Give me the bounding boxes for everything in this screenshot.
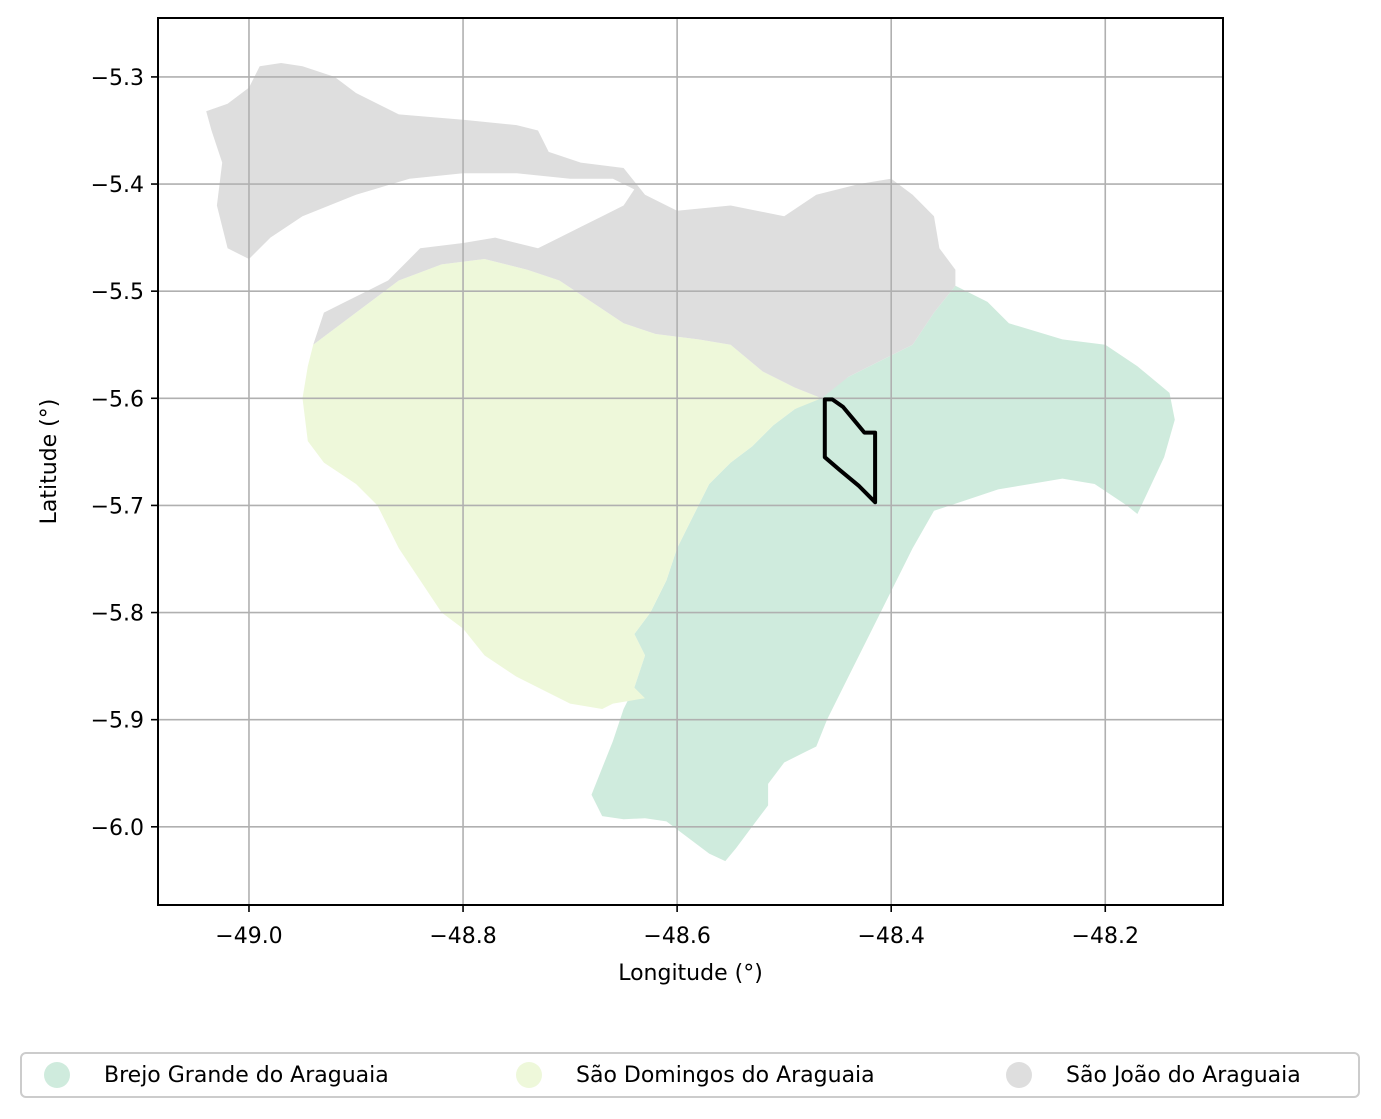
regions-layer bbox=[206, 63, 1175, 862]
legend-label-sao-joao: São João do Araguaia bbox=[1066, 1062, 1301, 1088]
y-tick-label: −5.8 bbox=[91, 602, 144, 627]
y-tick-label: −5.7 bbox=[91, 494, 144, 519]
ticks-layer: −49.0 −48.8 −48.6 −48.4 −48.2 −5.3 −5.4 −5.5 −5.… bbox=[91, 66, 1139, 949]
legend: Brejo Grande do Araguaia São Domingos do… bbox=[20, 1052, 1360, 1098]
plot-frame bbox=[157, 17, 1224, 906]
y-axis-label: Latitude (°) bbox=[37, 399, 62, 525]
legend-item-brejo-grande: Brejo Grande do Araguaia bbox=[44, 1054, 389, 1096]
x-tick-label: −49.0 bbox=[215, 924, 282, 949]
y-tick-label: −5.4 bbox=[91, 173, 144, 198]
region-sao-domingos-do-araguaia bbox=[302, 259, 822, 709]
grid-layer bbox=[158, 18, 1223, 905]
y-tick-label: −5.3 bbox=[91, 66, 144, 91]
region-sao-joao-do-araguaia bbox=[206, 63, 956, 399]
x-tick-label: −48.6 bbox=[643, 924, 710, 949]
x-axis-label: Longitude (°) bbox=[618, 961, 763, 986]
legend-marker-sao-joao bbox=[1006, 1062, 1032, 1088]
legend-marker-sao-domingos bbox=[516, 1062, 542, 1088]
legend-marker-brejo-grande bbox=[44, 1062, 70, 1088]
legend-item-sao-joao: São João do Araguaia bbox=[1006, 1054, 1301, 1096]
y-tick-label: −5.9 bbox=[91, 709, 144, 734]
x-tick-label: −48.8 bbox=[429, 924, 496, 949]
map-figure: −49.0 −48.8 −48.6 −48.4 −48.2 −5.3 −5.4 −5.5 −5.… bbox=[37, 17, 1224, 986]
y-tick-label: −5.6 bbox=[91, 387, 144, 412]
x-tick-label: −48.4 bbox=[857, 924, 924, 949]
x-tick-label: −48.2 bbox=[1072, 924, 1139, 949]
outline-layer bbox=[822, 397, 878, 505]
legend-label-sao-domingos: São Domingos do Araguaia bbox=[576, 1062, 875, 1088]
y-tick-label: −6.0 bbox=[91, 816, 144, 841]
legend-label-brejo-grande: Brejo Grande do Araguaia bbox=[104, 1062, 389, 1088]
y-tick-label: −5.5 bbox=[91, 280, 144, 305]
legend-item-sao-domingos: São Domingos do Araguaia bbox=[516, 1054, 875, 1096]
region-brejo-grande-do-araguaia bbox=[591, 285, 1175, 862]
study-area-outline bbox=[822, 397, 878, 505]
